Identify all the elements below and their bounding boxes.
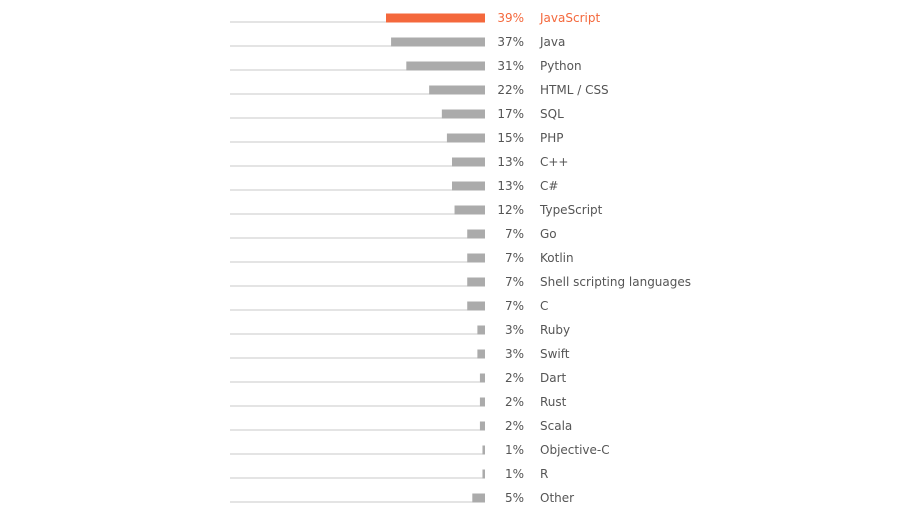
bar-row-php: 15% PHP bbox=[230, 131, 564, 145]
bar bbox=[479, 397, 485, 407]
bar-row-typescript: 12% TypeScript bbox=[230, 203, 603, 217]
category-label: Dart bbox=[540, 371, 567, 385]
category-label: HTML / CSS bbox=[540, 83, 609, 97]
bar-row-c: 13% C++ bbox=[230, 155, 569, 169]
value-label: 1% bbox=[505, 443, 524, 457]
value-label: 13% bbox=[497, 179, 524, 193]
category-label: C bbox=[540, 299, 548, 313]
bar bbox=[406, 61, 485, 71]
bar-row-r: 1% R bbox=[230, 467, 548, 481]
value-label: 3% bbox=[505, 347, 524, 361]
category-label: Python bbox=[540, 59, 582, 73]
bar bbox=[429, 85, 485, 95]
bar bbox=[454, 205, 485, 215]
bar bbox=[477, 325, 485, 335]
value-label: 13% bbox=[497, 155, 524, 169]
bar-row-go: 7% Go bbox=[230, 227, 557, 241]
category-label: PHP bbox=[540, 131, 564, 145]
bar bbox=[452, 157, 485, 167]
value-label: 12% bbox=[497, 203, 524, 217]
bar-row-sql: 17% SQL bbox=[230, 107, 564, 121]
value-label: 17% bbox=[497, 107, 524, 121]
bar-row-kotlin: 7% Kotlin bbox=[230, 251, 574, 265]
bar bbox=[467, 277, 485, 287]
bar-row-c: 7% C bbox=[230, 299, 548, 313]
bar-row-java: 37% Java bbox=[230, 35, 565, 49]
bar-row-shell-scripting-languages: 7% Shell scripting languages bbox=[230, 275, 691, 289]
category-label: Other bbox=[540, 491, 574, 505]
bar-row-dart: 2% Dart bbox=[230, 371, 567, 385]
category-label: TypeScript bbox=[539, 203, 603, 217]
value-label: 3% bbox=[505, 323, 524, 337]
value-label: 31% bbox=[497, 59, 524, 73]
value-label: 22% bbox=[497, 83, 524, 97]
bar-row-rust: 2% Rust bbox=[230, 395, 567, 409]
category-label: JavaScript bbox=[539, 11, 600, 25]
value-label: 37% bbox=[497, 35, 524, 49]
bar bbox=[446, 133, 485, 143]
bar-row-swift: 3% Swift bbox=[230, 347, 570, 361]
category-label: Objective-C bbox=[540, 443, 610, 457]
category-label: SQL bbox=[540, 107, 564, 121]
category-label: Scala bbox=[540, 419, 572, 433]
bar-row-other: 5% Other bbox=[230, 491, 574, 505]
value-label: 2% bbox=[505, 419, 524, 433]
category-label: Rust bbox=[540, 395, 567, 409]
bar-row-scala: 2% Scala bbox=[230, 419, 572, 433]
bar bbox=[472, 493, 485, 503]
category-label: Kotlin bbox=[540, 251, 574, 265]
bar-row-python: 31% Python bbox=[230, 59, 582, 73]
bar bbox=[479, 421, 485, 431]
bar bbox=[479, 373, 485, 383]
value-label: 2% bbox=[505, 395, 524, 409]
bar bbox=[441, 109, 485, 119]
value-label: 7% bbox=[505, 275, 524, 289]
bar bbox=[391, 37, 485, 47]
bar bbox=[482, 445, 485, 455]
value-label: 2% bbox=[505, 371, 524, 385]
category-label: C# bbox=[540, 179, 558, 193]
category-label: Ruby bbox=[540, 323, 570, 337]
bar bbox=[482, 469, 485, 479]
value-label: 7% bbox=[505, 299, 524, 313]
bar bbox=[386, 13, 485, 23]
category-label: Go bbox=[540, 227, 557, 241]
category-label: Java bbox=[539, 35, 565, 49]
value-label: 5% bbox=[505, 491, 524, 505]
category-label: C++ bbox=[540, 155, 569, 169]
value-label: 7% bbox=[505, 251, 524, 265]
value-label: 1% bbox=[505, 467, 524, 481]
bar bbox=[467, 301, 485, 311]
bar-row-ruby: 3% Ruby bbox=[230, 323, 570, 337]
bar-row-c: 13% C# bbox=[230, 179, 558, 193]
category-label: R bbox=[540, 467, 548, 481]
bar bbox=[467, 229, 485, 239]
bar-row-javascript: 39% JavaScript bbox=[230, 11, 600, 25]
bar bbox=[477, 349, 485, 359]
bar bbox=[467, 253, 485, 263]
category-label: Swift bbox=[540, 347, 570, 361]
value-label: 15% bbox=[497, 131, 524, 145]
bar-row-objective-c: 1% Objective-C bbox=[230, 443, 610, 457]
bar-row-html-css: 22% HTML / CSS bbox=[230, 83, 609, 97]
bar bbox=[452, 181, 485, 191]
value-label: 39% bbox=[497, 11, 524, 25]
category-label: Shell scripting languages bbox=[540, 275, 691, 289]
value-label: 7% bbox=[505, 227, 524, 241]
